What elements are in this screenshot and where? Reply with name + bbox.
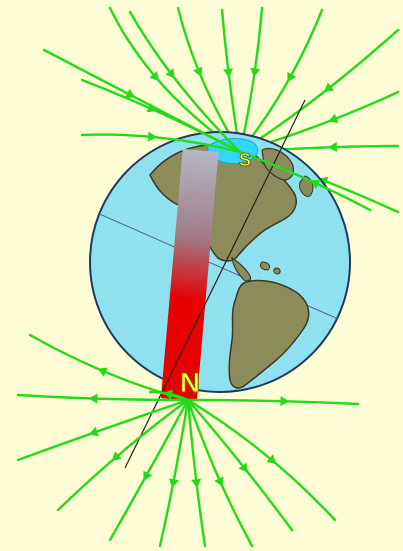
- bottom-field-arrow-8: [238, 462, 248, 473]
- top-field-arrow-10: [147, 131, 158, 142]
- south-america-landmass: [228, 279, 310, 389]
- bottom-field-line-4: [108, 398, 190, 542]
- top-field-arrow-2: [223, 68, 234, 78]
- top-field-line-10: [80, 133, 242, 154]
- top-field-arrow-6: [328, 113, 339, 124]
- top-field-arrow-3: [250, 67, 261, 78]
- bottom-field-arrow-3: [111, 451, 122, 461]
- bottom-field-arrow-4: [143, 470, 153, 481]
- bottom-field-arrow-1: [88, 393, 98, 404]
- rotation-axis: [124, 99, 306, 469]
- bottom-field-arrow-5: [169, 478, 179, 489]
- bottom-field-arrow-0: [97, 367, 108, 377]
- bottom-field-line-1: [16, 393, 190, 402]
- bottom-field-line-3: [56, 398, 190, 512]
- caribbean-islands: [259, 261, 281, 275]
- magnetic-field-lines-front: [16, 10, 372, 548]
- north-pole-label: N: [180, 367, 200, 398]
- top-field-arrow-1: [193, 66, 203, 77]
- bottom-field-line-9: [186, 398, 337, 522]
- bottom-field-line-6: [186, 398, 207, 548]
- bottom-field-line-5: [158, 398, 190, 548]
- bottom-field-arrow-7: [214, 476, 224, 487]
- top-field-arrow-7: [327, 142, 338, 153]
- south-pole-label: S: [239, 150, 251, 170]
- top-field-arrow-9: [309, 179, 321, 189]
- top-field-arrow-11: [146, 103, 157, 113]
- central-america-landmass: [231, 256, 252, 282]
- top-field-arrow-12: [124, 88, 136, 98]
- bar-magnet: [160, 148, 219, 402]
- bottom-field-arrow-10: [280, 396, 290, 407]
- bottom-field-line-7: [186, 398, 254, 548]
- top-field-line-12: [42, 48, 242, 154]
- top-field-arrow-13: [165, 68, 175, 79]
- top-field-line-13: [128, 10, 242, 154]
- bottom-field-line-8: [186, 398, 294, 532]
- bottom-field-arrow-11: [163, 389, 173, 400]
- top-field-arrow-5: [323, 82, 335, 93]
- top-field-arrow-0: [149, 71, 160, 82]
- bottom-field-arrow-2: [88, 426, 99, 437]
- top-field-arrow-4: [287, 71, 297, 83]
- bottom-field-line-10: [186, 398, 360, 406]
- bottom-field-arrow-6: [191, 478, 202, 489]
- top-field-line-9: [238, 150, 372, 212]
- bottom-field-arrow-9: [266, 454, 277, 464]
- bottom-field-line-2: [16, 398, 190, 462]
